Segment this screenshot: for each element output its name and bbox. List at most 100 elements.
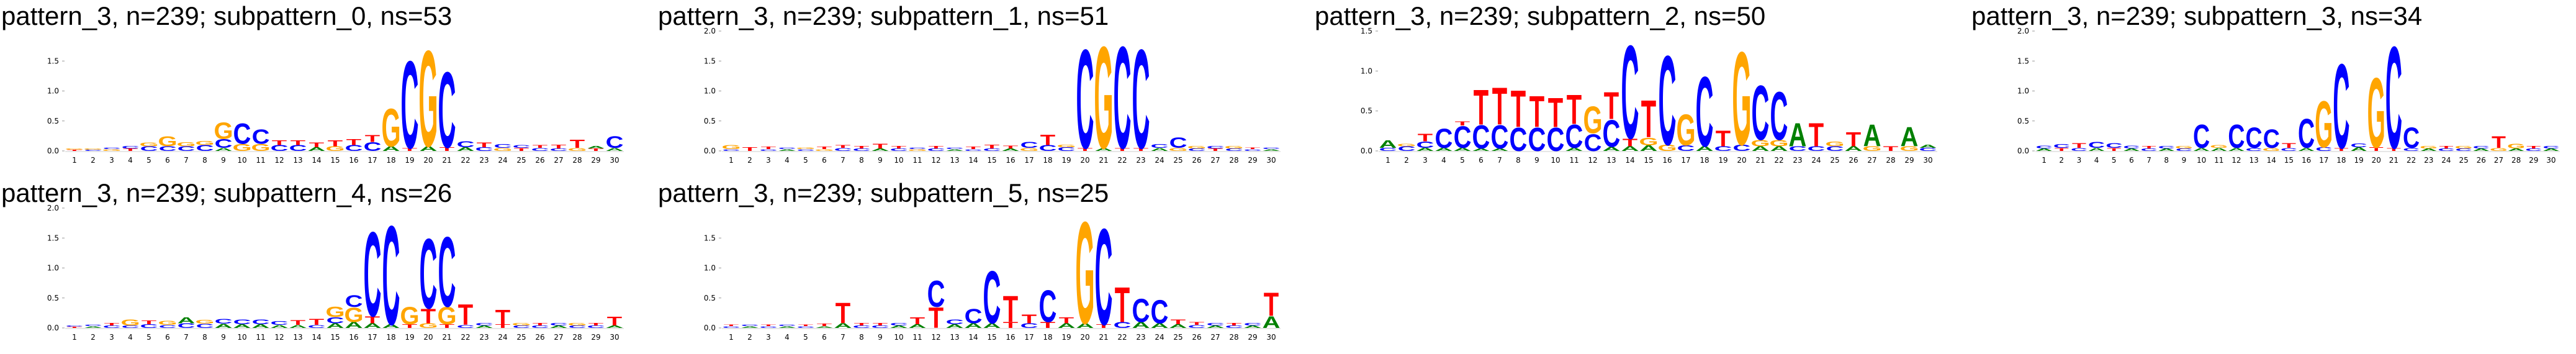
logo-letter-T: T	[142, 320, 157, 325]
x-tick-label: 14	[2267, 156, 2276, 165]
logo-letter-A: A	[2193, 147, 2210, 152]
x-tick-label: 8	[202, 333, 207, 342]
logo-letter-C: C	[760, 325, 778, 329]
logo-letter-G: G	[176, 141, 196, 147]
logo-letter-A: A	[252, 324, 270, 329]
logo-letter-T: T	[761, 324, 777, 327]
logo-letter-T: T	[588, 322, 604, 326]
x-tick-label: 16	[349, 333, 358, 342]
logo-letter-C: C	[1188, 324, 1206, 329]
y-tick-label: 1.5	[704, 57, 716, 65]
logo-letter-C: C	[1659, 30, 1677, 172]
x-tick-label: 12	[274, 333, 284, 342]
x-tick-label: 26	[1192, 333, 1201, 342]
logo-letter-T: T	[309, 317, 324, 327]
logo-letter-A: A	[1263, 313, 1281, 332]
logo-letter-G: G	[1862, 145, 1881, 152]
y-tick-label: 0.0	[1361, 147, 1372, 155]
x-tick-label: 2	[747, 333, 752, 342]
y-tick-label: 0.0	[704, 324, 716, 332]
x-tick-label: 16	[1006, 333, 1015, 342]
logo-letter-C: C	[215, 318, 233, 325]
logo-letter-C: C	[401, 35, 419, 175]
logo-letter-T: T	[1003, 320, 1018, 330]
x-tick-label: 3	[109, 333, 114, 342]
logo-letter-T: T	[1641, 89, 1657, 149]
logo-letter-C: C	[2456, 148, 2472, 152]
logo-letter-G: G	[1899, 145, 1919, 152]
logo-letter-G: G	[65, 148, 84, 150]
logo-letter-T: T	[1846, 128, 1861, 150]
logo-letter-C: C	[1416, 140, 1434, 150]
logo-letter-T: T	[835, 297, 851, 330]
x-tick-label: 26	[535, 333, 544, 342]
y-tick-label: 1.5	[704, 234, 716, 242]
x-tick-label: 23	[1136, 333, 1145, 342]
x-tick-label: 2	[91, 156, 96, 165]
logo-letter-C: C	[983, 256, 1001, 340]
logo-letter-C: C	[345, 143, 363, 153]
logo-panel-subpattern-2: pattern_3, n=239; subpattern_2, ns=50 0.…	[1313, 0, 1953, 177]
x-tick-label: 23	[1136, 156, 1145, 165]
logo-letter-C: C	[1919, 147, 1937, 152]
x-tick-label: 2	[91, 333, 96, 342]
x-tick-label: 15	[1644, 156, 1653, 165]
logo-letter-A: A	[606, 147, 624, 152]
logo-letter-C: C	[2088, 140, 2105, 150]
logo-panel-subpattern-5: pattern_3, n=239; subpattern_5, ns=25 0.…	[657, 177, 1296, 354]
logo-letter-C: C	[1020, 322, 1038, 329]
x-tick-label: 25	[1173, 156, 1182, 165]
x-tick-label: 9	[878, 156, 883, 165]
logo-letter-G: G	[1825, 140, 1844, 148]
logo-letter-T: T	[477, 142, 492, 149]
logo-letter-C: C	[1225, 148, 1243, 152]
x-tick-label: 27	[1210, 333, 1220, 342]
x-tick-label: 12	[931, 333, 940, 342]
x-tick-label: 6	[822, 156, 827, 165]
x-tick-label: 18	[386, 156, 395, 165]
logo-letter-A: A	[1379, 138, 1397, 150]
logo-letter-T: T	[123, 148, 138, 152]
x-tick-label: 5	[1460, 156, 1465, 165]
logo-letter-A: A	[1770, 145, 1788, 152]
logo-letter-C: C	[2071, 147, 2087, 152]
logo-letter-G: G	[139, 142, 158, 147]
logo-letter-C: C	[2036, 145, 2053, 149]
logo-letter-C: C	[1244, 148, 1262, 152]
x-tick-label: 8	[859, 333, 864, 342]
logo-letter-G: G	[83, 148, 102, 150]
x-tick-label: 1	[2042, 156, 2047, 165]
x-tick-label: 26	[1192, 156, 1201, 165]
x-tick-label: 23	[1793, 156, 1802, 165]
logo-letter-G: G	[195, 319, 214, 325]
logo-letter-T: T	[1208, 148, 1223, 152]
y-tick-label: 1.0	[704, 87, 716, 96]
y-tick-label: 1.0	[47, 264, 59, 273]
x-tick-label: 4	[128, 156, 133, 165]
logo-letter-C: C	[159, 324, 177, 329]
logo-letter-T: T	[891, 145, 907, 149]
logo-letter-T: T	[1227, 322, 1242, 326]
logo-letter-C: C	[513, 144, 531, 148]
logo-letter-A: A	[909, 324, 927, 329]
logo-letter-A: A	[1095, 147, 1113, 152]
x-tick-label: 10	[237, 156, 246, 165]
logo-letter-A: A	[1151, 147, 1169, 152]
logo-letter-A: A	[1416, 147, 1434, 152]
x-tick-label: 24	[1155, 333, 1164, 342]
logo-letter-C: C	[1435, 123, 1453, 154]
logo-letter-T: T	[2072, 142, 2086, 149]
x-tick-label: 28	[572, 156, 582, 165]
logo-letter-C: C	[1132, 20, 1150, 177]
y-tick-label: 1.0	[47, 87, 59, 96]
logo-letter-C: C	[853, 148, 871, 152]
logo-letter-C: C	[587, 325, 605, 329]
x-tick-label: 3	[2077, 156, 2082, 165]
x-tick-label: 27	[554, 333, 563, 342]
logo-letter-C: C	[2403, 147, 2420, 152]
x-tick-label: 19	[1061, 156, 1071, 165]
x-tick-label: 6	[2129, 156, 2134, 165]
logo-letter-T: T	[984, 144, 1000, 150]
x-tick-label: 7	[840, 333, 845, 342]
logo-letter-C: C	[271, 143, 289, 153]
